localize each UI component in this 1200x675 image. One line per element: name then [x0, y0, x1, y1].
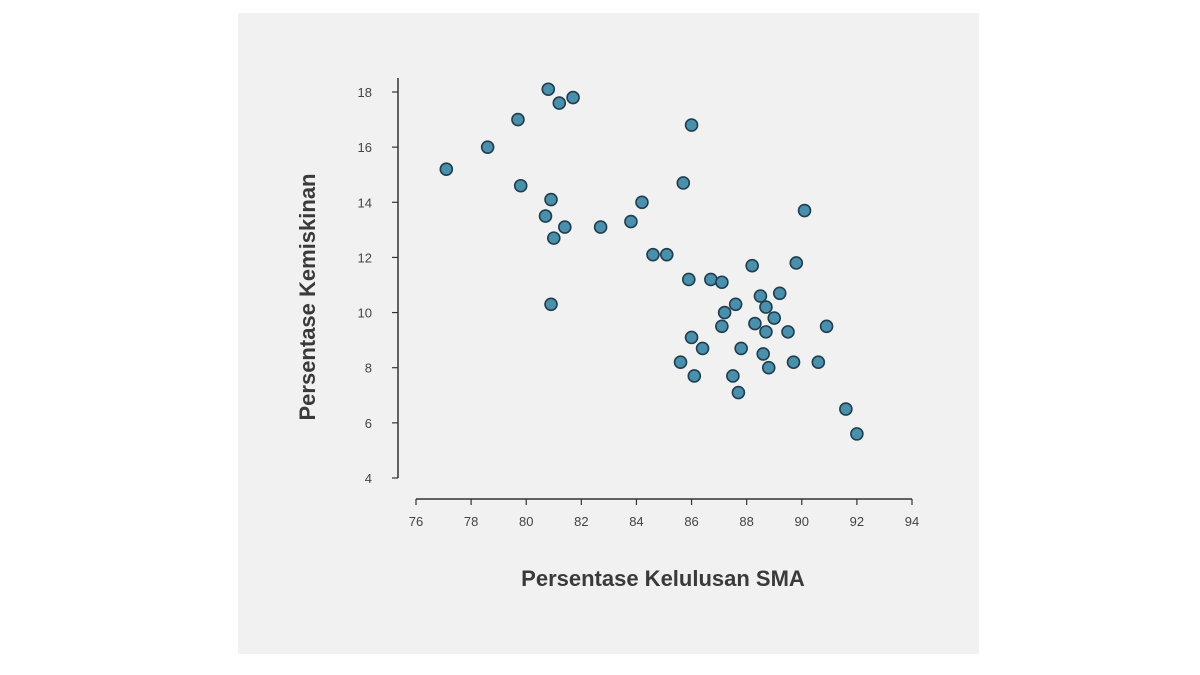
axes: 76 78 80 82 84 86 88 90 92 94 4 6 8 10 12 14 16 18	[358, 78, 919, 529]
x-tick-label: 88	[739, 514, 753, 529]
x-tick-label: 84	[629, 514, 643, 529]
data-point	[789, 256, 804, 270]
data-point	[673, 355, 688, 370]
data-point	[566, 90, 580, 105]
data-point	[717, 305, 732, 320]
data-point	[541, 82, 556, 97]
data-point	[811, 355, 826, 370]
data-point	[684, 330, 699, 345]
y-tick-label: 12	[358, 250, 372, 265]
data-point	[715, 319, 729, 334]
data-point	[684, 118, 699, 132]
data-point	[731, 385, 746, 400]
data-point	[753, 289, 768, 303]
data-point	[676, 176, 691, 190]
scatter-chart: 76 78 80 82 84 86 88 90 92 94 4 6 8 10 12 14 16 18 Persen…	[295, 78, 919, 591]
data-point	[593, 220, 608, 234]
y-axis-title: Persentase Kemiskinan	[295, 173, 320, 420]
data-point	[767, 311, 782, 325]
data-point	[557, 220, 572, 234]
y-tick-label: 14	[358, 195, 372, 210]
data-point	[544, 192, 558, 207]
x-tick-label: 82	[574, 514, 588, 529]
data-point	[635, 195, 649, 210]
x-tick-label: 78	[464, 514, 478, 529]
x-tick-label: 94	[905, 514, 919, 529]
data-point	[726, 369, 740, 383]
data-point	[759, 325, 773, 339]
y-tick-label: 10	[358, 306, 372, 321]
x-tick-label: 92	[850, 514, 864, 529]
data-point	[681, 272, 696, 287]
data-point	[728, 297, 743, 312]
x-axis-title: Persentase Kelulusan SMA	[521, 566, 805, 591]
data-point	[439, 162, 454, 176]
y-tick-label: 6	[365, 416, 372, 431]
x-tick-label: 76	[409, 514, 423, 529]
data-point	[695, 341, 710, 356]
data-point	[772, 286, 787, 301]
data-point	[761, 360, 776, 375]
data-point	[781, 325, 795, 339]
data-point	[797, 203, 812, 218]
x-tick-label: 90	[795, 514, 809, 529]
data-point	[756, 347, 771, 361]
data-point	[715, 275, 729, 290]
data-point	[513, 178, 528, 193]
data-point	[544, 297, 558, 312]
data-points	[439, 82, 864, 441]
data-point	[687, 369, 702, 383]
data-point	[734, 341, 748, 356]
data-point	[624, 214, 638, 229]
data-point	[748, 316, 762, 331]
y-tick-label: 18	[358, 85, 372, 100]
data-point	[480, 140, 495, 154]
x-tick-label: 80	[519, 514, 533, 529]
data-point	[786, 355, 801, 370]
data-point	[659, 247, 674, 262]
data-point	[759, 300, 773, 314]
data-point	[839, 402, 853, 416]
data-point	[538, 209, 553, 223]
data-point	[745, 258, 759, 273]
y-tick-label: 4	[365, 471, 372, 486]
chart-panel: 76 78 80 82 84 86 88 90 92 94 4 6 8 10 12 14 16 18 Persen…	[238, 13, 979, 654]
data-point	[552, 96, 567, 110]
data-point	[546, 231, 561, 245]
y-tick-label: 16	[358, 140, 372, 155]
data-point	[704, 272, 718, 287]
data-point	[646, 247, 660, 262]
x-tick-label: 86	[684, 514, 698, 529]
data-point	[850, 427, 864, 441]
data-point	[819, 319, 834, 334]
y-tick-label: 8	[365, 361, 372, 376]
data-point	[511, 112, 525, 127]
